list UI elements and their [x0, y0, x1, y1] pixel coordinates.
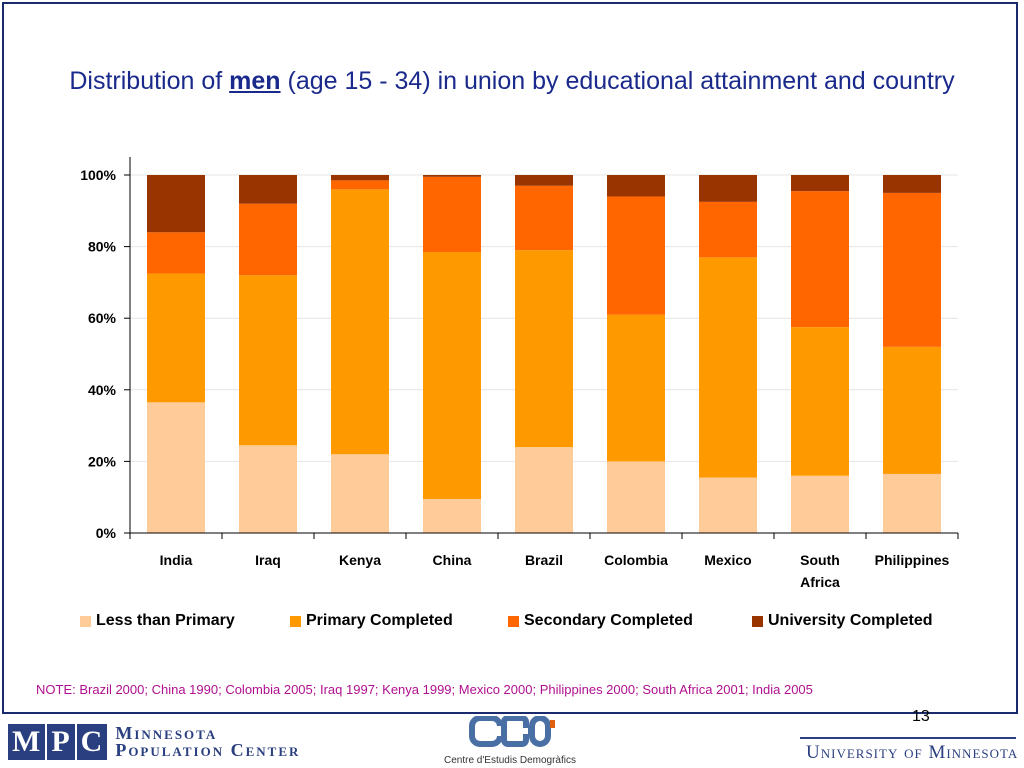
bar-segment-primary-completed [423, 251, 481, 499]
bar-segment-secondary-completed [883, 192, 941, 347]
bar-segment-secondary-completed [331, 180, 389, 190]
legend-swatch [508, 615, 519, 627]
y-tick-label: 60% [88, 310, 117, 326]
bar-segment-primary-completed [239, 275, 297, 446]
legend-item: Less than Primary [80, 612, 235, 630]
legend-item: Primary Completed [290, 612, 453, 630]
bar-segment-less-than-primary [423, 498, 481, 533]
legend-item: University Completed [752, 612, 932, 630]
mpc-logo: M P C Minnesota Population Center [8, 724, 300, 760]
x-tick-label: Brazil [525, 552, 563, 568]
legend-item: Secondary Completed [508, 612, 693, 630]
bar-segment-university-completed [883, 175, 941, 193]
tick-labels: 0% 20% 40% 60% 80% 100% India Iraq Kenya China Bra… [80, 167, 949, 590]
bar-segment-university-completed [423, 175, 481, 177]
title-emphasis: men [229, 67, 281, 95]
y-tick-label: 20% [88, 453, 117, 469]
umn-rule [800, 737, 1016, 739]
slide-frame [2, 2, 1018, 714]
chart-legend: Less than Primary Primary Completed Second… [70, 612, 970, 634]
bar-segment-less-than-primary [239, 445, 297, 533]
mpc-letter-m: M [8, 724, 46, 760]
bar-segment-university-completed [607, 175, 665, 197]
legend-label: University Completed [768, 612, 933, 629]
title-suffix: (age 15 - 34) in union by educational at… [280, 67, 955, 95]
ced-logo-mark [469, 715, 555, 747]
bar-segment-secondary-completed [239, 203, 297, 276]
bar-segment-less-than-primary [791, 475, 849, 533]
mpc-name-line2: Population Center [115, 740, 301, 760]
bar-segment-primary-completed [331, 189, 389, 455]
bar-segment-university-completed [147, 175, 205, 233]
bar-segment-university-completed [331, 175, 389, 181]
x-tick-label: Mexico [704, 552, 751, 568]
x-tick-label: Colombia [604, 552, 668, 568]
ced-logo: Centre d'Estudis Demogràfics [430, 715, 590, 766]
mpc-letter-c: C [76, 724, 108, 760]
bar-segment-less-than-primary [515, 447, 573, 533]
legend-swatch [80, 615, 91, 627]
bar-segment-primary-completed [699, 257, 757, 478]
bar-segment-university-completed [791, 175, 849, 192]
legend-swatch [290, 615, 301, 627]
bar-segment-primary-completed [147, 273, 205, 403]
bar-segment-secondary-completed [699, 201, 757, 258]
bar-segment-primary-completed [883, 346, 941, 474]
bar-segment-less-than-primary [699, 477, 757, 533]
bar-segment-primary-completed [607, 314, 665, 462]
bar-segment-less-than-primary [331, 454, 389, 533]
bar-segment-secondary-completed [515, 185, 573, 251]
ced-caption: Centre d'Estudis Demogràfics [444, 755, 576, 766]
bar-segment-less-than-primary [883, 473, 941, 533]
bar-segment-university-completed [515, 175, 573, 186]
bar-segment-secondary-completed [607, 196, 665, 315]
bars [147, 175, 941, 533]
bar-segment-less-than-primary [147, 402, 205, 533]
x-tick-label: Africa [800, 574, 840, 590]
bar-segment-secondary-completed [147, 232, 205, 274]
x-tick-label: Iraq [255, 552, 281, 568]
title-prefix: Distribution of [69, 67, 230, 95]
x-tick-label: China [433, 552, 472, 568]
umn-wordmark: University of Minnesota [806, 742, 1019, 763]
legend-label: Less than Primary [96, 612, 235, 629]
mpc-letter-p: P [47, 724, 75, 760]
y-tick-label: 0% [96, 525, 117, 541]
legend-label: Primary Completed [306, 612, 453, 629]
footnote: NOTE: Brazil 2000; China 1990; Colombia … [36, 682, 813, 697]
x-tick-label: India [160, 552, 193, 568]
bar-segment-secondary-completed [791, 191, 849, 328]
x-tick-label: Philippines [875, 552, 950, 568]
bar-segment-university-completed [239, 175, 297, 204]
page-number: 13 [912, 708, 930, 725]
legend-label: Secondary Completed [524, 612, 693, 629]
bar-segment-primary-completed [791, 327, 849, 476]
y-tick-label: 40% [88, 382, 117, 398]
x-tick-label: Kenya [339, 552, 381, 568]
mpc-name-line1: Minnesota [115, 723, 218, 743]
legend-swatch [752, 615, 763, 627]
chart-title: Distribution of men (age 15 - 34) in uni… [40, 64, 984, 98]
x-tick-label: South [800, 552, 840, 568]
bar-segment-primary-completed [515, 250, 573, 448]
mpc-name: Minnesota Population Center [115, 723, 301, 760]
stacked-bar-chart: 0% 20% 40% 60% 80% 100% India Iraq Kenya China Bra… [80, 157, 959, 590]
footer: M P C Minnesota Population Center Centre… [0, 715, 1024, 768]
axes [124, 157, 959, 539]
bar-segment-university-completed [699, 175, 757, 202]
bar-segment-less-than-primary [607, 461, 665, 533]
bar-segment-secondary-completed [423, 176, 481, 252]
y-tick-label: 100% [80, 167, 116, 183]
y-tick-label: 80% [88, 239, 117, 255]
